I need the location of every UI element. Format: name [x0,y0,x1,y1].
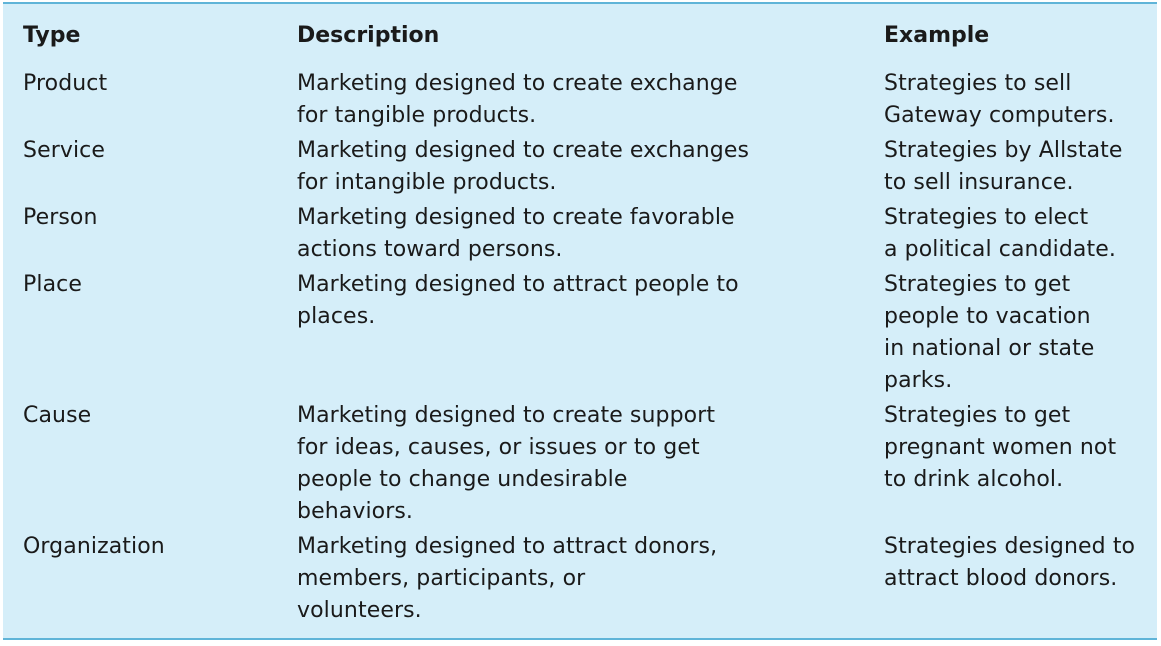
marketing-types-table: Type Description Example Product Marketi… [3,2,1157,640]
row-type: Service [23,138,106,163]
row-example: Strategies by Allstate to sell insurance… [884,138,1123,195]
row-example: Strategies to elect a political candidat… [884,205,1116,262]
row-description: Marketing designed to attract people to … [297,272,739,329]
header-description: Description [297,23,440,48]
header-example: Example [884,23,990,48]
header-type: Type [23,23,81,48]
row-type: Person [23,205,98,230]
row-type: Place [23,272,82,297]
row-type: Cause [23,403,92,428]
row-description: Marketing designed to create exchange fo… [297,71,738,128]
row-example: Strategies to get pregnant women not to … [884,403,1117,492]
row-type: Organization [23,534,165,559]
row-description: Marketing designed to attract donors, me… [297,534,718,623]
row-example: Strategies designed to attract blood don… [884,534,1136,591]
row-description: Marketing designed to create support for… [297,403,716,524]
row-example: Strategies to get people to vacation in … [884,272,1095,393]
row-example: Strategies to sell Gateway computers. [884,71,1115,128]
row-description: Marketing designed to create exchanges f… [297,138,750,195]
row-type: Product [23,71,108,96]
row-description: Marketing designed to create favorable a… [297,205,735,262]
